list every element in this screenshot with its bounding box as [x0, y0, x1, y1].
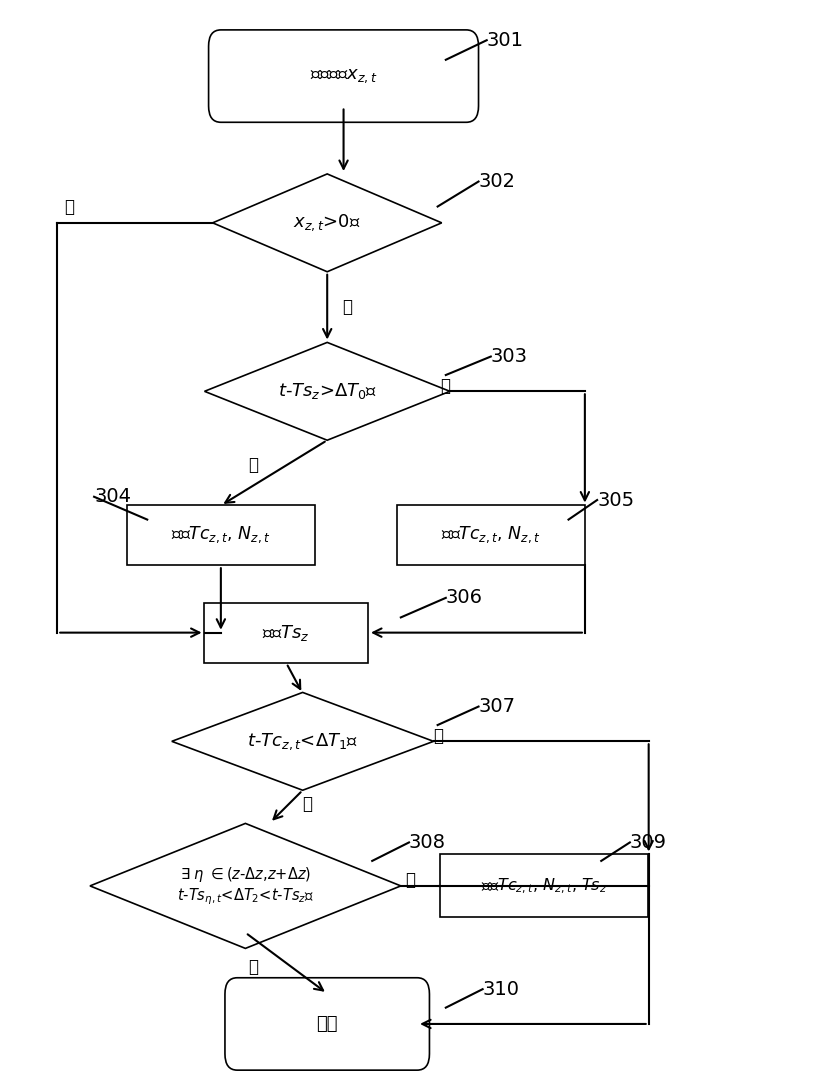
FancyBboxPatch shape — [397, 504, 585, 565]
Text: 302: 302 — [479, 172, 515, 191]
Text: 更新$Tc_{z,t}$, $N_{z,t}$: 更新$Tc_{z,t}$, $N_{z,t}$ — [441, 525, 541, 545]
FancyBboxPatch shape — [209, 29, 479, 122]
Text: 否: 否 — [434, 727, 443, 745]
Text: 303: 303 — [491, 347, 528, 366]
Text: 新建$Tc_{z,t}$, $N_{z,t}$: 新建$Tc_{z,t}$, $N_{z,t}$ — [171, 525, 271, 545]
Text: 304: 304 — [94, 487, 131, 507]
Text: 是: 是 — [343, 298, 353, 315]
Text: 否: 否 — [440, 377, 450, 395]
Text: 307: 307 — [479, 697, 515, 716]
Text: 308: 308 — [409, 833, 446, 852]
Text: 结束: 结束 — [317, 1015, 338, 1033]
FancyBboxPatch shape — [225, 978, 429, 1070]
Text: 310: 310 — [483, 979, 519, 999]
Text: $\exists$ $\eta$ $\in$($z$-$\Delta z$,$z$+$\Delta z$)
$t$-$Ts_{\eta,t}$<$\Delta : $\exists$ $\eta$ $\in$($z$-$\Delta z$,$z… — [177, 865, 314, 907]
Polygon shape — [213, 174, 442, 272]
Text: $t$-$Tc_{z,t}$<$\Delta T_1$？: $t$-$Tc_{z,t}$<$\Delta T_1$？ — [247, 732, 358, 751]
Text: 是: 是 — [249, 457, 258, 474]
FancyBboxPatch shape — [204, 602, 368, 663]
Text: $x_{z,t}$>0？: $x_{z,t}$>0？ — [294, 213, 361, 233]
Polygon shape — [172, 692, 434, 790]
Text: $t$-$Ts_z$>$\Delta T_0$？: $t$-$Ts_z$>$\Delta T_0$？ — [277, 382, 377, 401]
Text: 306: 306 — [446, 588, 483, 608]
Text: 309: 309 — [630, 833, 667, 852]
Text: 振动数据$x_{z,t}$: 振动数据$x_{z,t}$ — [310, 67, 377, 85]
Text: 是: 是 — [249, 959, 258, 976]
Text: 清零$Tc_{z,t}$, $N_{z,t}$, $Ts_z$: 清零$Tc_{z,t}$, $N_{z,t}$, $Ts_z$ — [481, 876, 607, 896]
Text: 301: 301 — [487, 30, 524, 50]
Text: 更新$Ts_z$: 更新$Ts_z$ — [263, 623, 310, 642]
Text: 否: 否 — [405, 872, 415, 889]
Text: 是: 是 — [302, 796, 312, 813]
FancyBboxPatch shape — [127, 504, 315, 565]
Polygon shape — [204, 342, 450, 440]
Polygon shape — [90, 824, 401, 948]
FancyBboxPatch shape — [440, 854, 649, 917]
Text: 否: 否 — [65, 198, 74, 215]
Text: 305: 305 — [597, 490, 634, 510]
